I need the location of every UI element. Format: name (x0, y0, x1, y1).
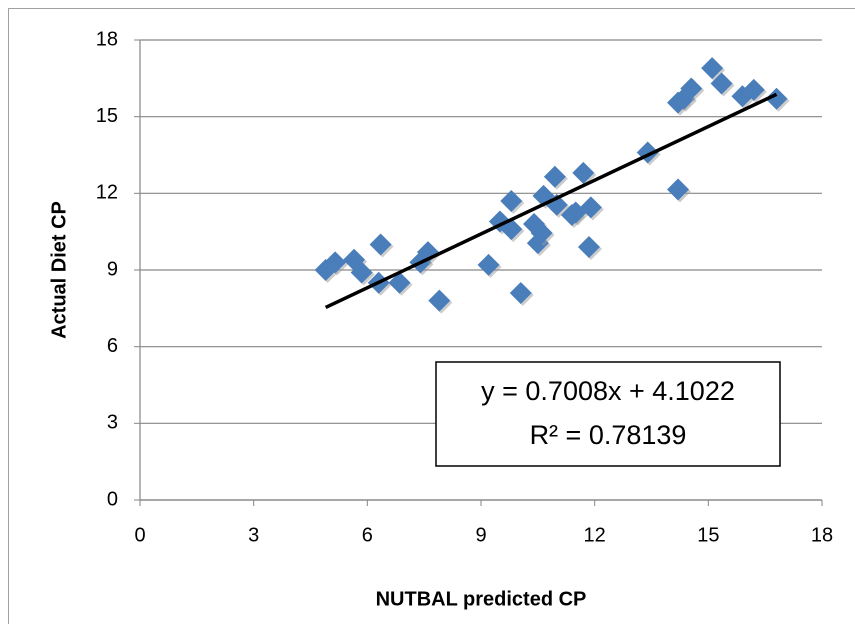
y-tick-label: 18 (96, 28, 118, 50)
x-tick-label: 0 (134, 524, 145, 546)
point (765, 87, 788, 110)
y-tick-label: 9 (107, 258, 118, 280)
point (500, 190, 523, 212)
point (680, 77, 703, 100)
annotation: y = 0.7008x + 4.1022 (481, 376, 735, 406)
y-tick-label: 15 (96, 105, 118, 127)
point (710, 72, 733, 95)
point (509, 282, 532, 304)
y-axis-title: Actual Diet CP (48, 201, 70, 339)
annotation-box (435, 361, 781, 467)
point (543, 165, 566, 188)
y-tick-label: 6 (107, 335, 118, 357)
y-tick-label: 12 (96, 182, 118, 204)
point (350, 261, 373, 284)
trendline (324, 92, 778, 309)
point (530, 221, 553, 244)
point (667, 178, 690, 201)
x-tick-label: 6 (362, 524, 373, 546)
y-tick-label: 0 (107, 488, 118, 510)
point (579, 196, 602, 219)
chart-border (8, 8, 855, 624)
annotation: R² = 0.78139 (530, 420, 687, 450)
point (369, 233, 392, 256)
x-tick-label: 3 (248, 524, 259, 546)
point (428, 289, 451, 312)
point (572, 161, 595, 184)
point (388, 271, 411, 294)
point (701, 57, 724, 80)
point (577, 236, 600, 258)
point (477, 253, 500, 276)
x-tick-label: 12 (584, 524, 606, 546)
x-tick-label: 9 (475, 524, 486, 546)
point (324, 251, 347, 274)
y-tick-label: 3 (107, 412, 118, 434)
point (742, 78, 765, 101)
x-axis-title: NUTBAL predicted CP (376, 588, 587, 610)
x-tick-label: 15 (697, 524, 719, 546)
x-tick-label: 18 (811, 524, 833, 546)
